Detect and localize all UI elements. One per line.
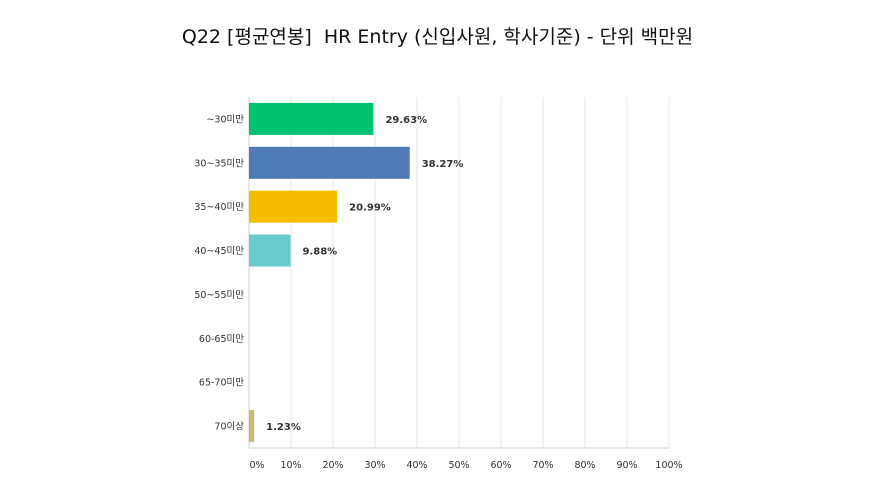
x-tick-label: 100%	[655, 460, 682, 471]
x-tick-label: 80%	[574, 460, 595, 471]
category-label: 70이상	[214, 422, 244, 433]
category-label: 35~40미만	[194, 202, 244, 213]
bar	[249, 190, 338, 223]
chart-title: Q22 [평균연봉] HR Entry (신입사원, 학사기준) - 단위 백만…	[181, 26, 694, 48]
category-label: 50~55미만	[194, 290, 244, 301]
data-label: 1.23%	[266, 422, 301, 433]
x-tick-label: 90%	[616, 460, 637, 471]
bar	[249, 234, 291, 267]
category-label: 30~35미만	[194, 158, 244, 169]
x-tick-label: 10%	[280, 460, 301, 471]
bar	[249, 102, 374, 135]
x-tick-label: 50%	[448, 460, 469, 471]
category-label: 60-65미만	[199, 334, 244, 345]
x-tick-label: 0%	[249, 460, 264, 471]
data-label: 20.99%	[349, 203, 391, 214]
data-label: 38.27%	[422, 159, 464, 170]
x-tick-label: 20%	[322, 460, 343, 471]
x-tick-label: 60%	[490, 460, 511, 471]
category-label: 40~45미만	[194, 246, 244, 257]
x-tick-label: 30%	[364, 460, 385, 471]
category-label: ~30미만	[206, 114, 244, 125]
data-label: 29.63%	[385, 115, 427, 126]
bar	[249, 410, 255, 443]
data-label: 9.88%	[302, 247, 337, 258]
category-label: 65-70미만	[199, 378, 244, 389]
bar	[249, 146, 410, 179]
x-tick-label: 70%	[532, 460, 553, 471]
x-tick-label: 40%	[406, 460, 427, 471]
